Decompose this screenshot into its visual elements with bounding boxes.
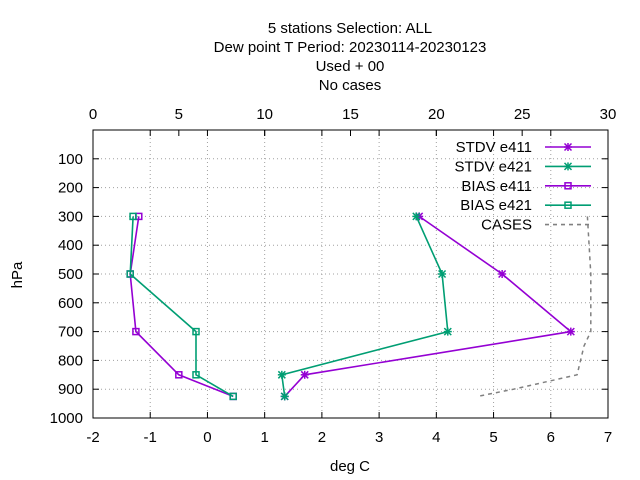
series-line bbox=[280, 216, 449, 397]
series-bias-e421 bbox=[126, 212, 237, 401]
x-tick-label: 0 bbox=[203, 429, 211, 446]
data-point-star bbox=[443, 327, 452, 336]
legend-label: STDV e411 bbox=[456, 139, 532, 156]
data-point-square bbox=[564, 201, 572, 209]
y-axis-ticks: 100 200 300 400 500 600 700 800 900 1000 bbox=[50, 151, 608, 427]
series-cases bbox=[477, 216, 592, 398]
y-tick-label: 700 bbox=[58, 324, 83, 341]
data-point-star bbox=[563, 142, 573, 152]
star-stroke bbox=[563, 162, 573, 171]
series-line bbox=[129, 216, 234, 398]
star-stroke bbox=[412, 212, 421, 221]
x-tick-label: 1 bbox=[260, 429, 268, 446]
x-tick-label: 6 bbox=[547, 429, 555, 446]
data-point-star bbox=[498, 269, 507, 279]
x2-tick-label: 25 bbox=[514, 106, 531, 123]
x-tick-label: -1 bbox=[144, 429, 157, 446]
y-tick-label: 200 bbox=[58, 180, 83, 197]
chart-title: 5 stations Selection: ALL Dew point T Per… bbox=[214, 20, 487, 94]
title-line: No cases bbox=[319, 77, 382, 94]
star-stroke bbox=[300, 370, 309, 379]
x-tick-label: -2 bbox=[86, 429, 99, 446]
data-series bbox=[126, 212, 592, 401]
data-point-square bbox=[564, 182, 572, 190]
star-stroke bbox=[280, 392, 289, 401]
y-tick-label: 800 bbox=[58, 352, 83, 369]
x-axis-label: deg C bbox=[330, 458, 370, 475]
data-point-star bbox=[300, 370, 309, 379]
y-tick-label: 1000 bbox=[50, 410, 83, 427]
y-tick-label: 300 bbox=[58, 208, 83, 225]
title-line: 5 stations Selection: ALL bbox=[268, 20, 432, 37]
legend-label: CASES bbox=[481, 217, 532, 234]
y-axis-label: hPa bbox=[9, 261, 26, 288]
x2-tick-label: 15 bbox=[342, 106, 359, 123]
star-stroke bbox=[438, 269, 447, 279]
x-axis-ticks: -2 -1 0 1 2 3 4 5 6 7 bbox=[86, 130, 612, 446]
y-tick-label: 100 bbox=[58, 151, 83, 168]
title-line: Dew point T Period: 20230114-20230123 bbox=[214, 39, 487, 56]
x-tick-label: 7 bbox=[604, 429, 612, 446]
x2-tick-label: 30 bbox=[600, 106, 617, 123]
data-point-star bbox=[280, 392, 289, 401]
star-stroke bbox=[563, 142, 573, 152]
legend-label: STDV e421 bbox=[454, 158, 532, 175]
x-tick-label: 2 bbox=[318, 429, 326, 446]
data-point-square bbox=[132, 327, 140, 336]
x-tick-label: 5 bbox=[489, 429, 497, 446]
legend-label: BIAS e421 bbox=[460, 197, 532, 214]
series-line bbox=[129, 216, 234, 398]
series-stdv-e421 bbox=[277, 212, 452, 401]
x2-axis-ticks: 0 5 10 15 20 25 30 bbox=[89, 106, 617, 136]
data-point-star bbox=[438, 269, 447, 279]
data-point-star bbox=[277, 370, 286, 379]
series-line bbox=[477, 216, 592, 398]
data-point-square bbox=[192, 371, 200, 379]
data-point-square bbox=[175, 371, 183, 379]
legend-label: BIAS e411 bbox=[461, 178, 532, 195]
data-point-star bbox=[566, 327, 575, 336]
star-stroke bbox=[566, 327, 575, 336]
grid bbox=[93, 130, 608, 418]
data-point-square bbox=[129, 212, 137, 221]
x-tick-label: 4 bbox=[432, 429, 440, 446]
y-tick-label: 600 bbox=[58, 295, 83, 312]
x2-tick-label: 5 bbox=[175, 106, 183, 123]
data-point-square bbox=[229, 392, 237, 401]
data-point-square bbox=[126, 270, 134, 278]
y-tick-label: 400 bbox=[58, 237, 83, 254]
y-tick-label: 500 bbox=[58, 266, 83, 283]
data-point-star bbox=[563, 162, 573, 171]
data-point-star bbox=[412, 212, 421, 221]
x2-tick-label: 10 bbox=[256, 106, 273, 123]
star-stroke bbox=[498, 269, 507, 279]
star-stroke bbox=[277, 370, 286, 379]
x2-tick-label: 20 bbox=[428, 106, 445, 123]
x2-tick-label: 0 bbox=[89, 106, 97, 123]
legend: STDV e411 STDV e421 BIAS e411 BIAS e421 CASE… bbox=[454, 139, 591, 234]
y-tick-label: 900 bbox=[58, 381, 83, 398]
star-stroke bbox=[443, 327, 452, 336]
data-point-square bbox=[192, 327, 200, 336]
series-bias-e411 bbox=[126, 212, 237, 401]
title-line: Used + 00 bbox=[316, 58, 385, 75]
x-tick-label: 3 bbox=[375, 429, 383, 446]
